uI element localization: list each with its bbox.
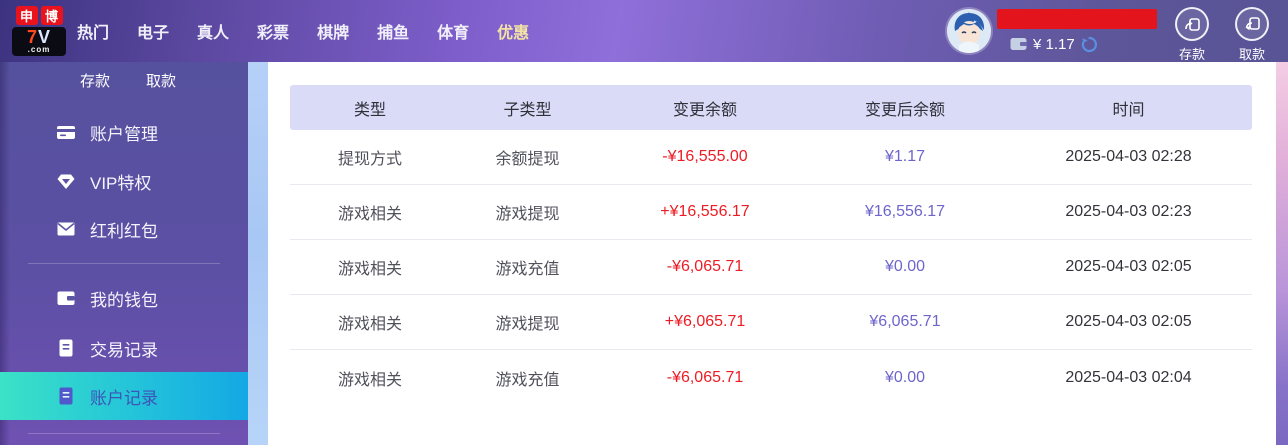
wallet-balance: ¥ 1.17 [1010,34,1098,54]
wallet-icon [1010,38,1027,50]
cell-after-balance: ¥1.17 [884,148,926,165]
refresh-icon[interactable] [1081,36,1098,53]
header-type: 类型 [353,101,386,119]
sidebar-item-label: VIP特权 [90,173,152,193]
cell-time: 2025-04-03 02:23 [1065,203,1192,220]
nav-live[interactable]: 真人 [197,25,230,42]
sidebar-item-label: 我的钱包 [90,290,158,310]
cell-change: +¥16,556.17 [660,203,750,220]
bank-card-icon [57,126,75,139]
cell-time: 2025-04-03 02:05 [1065,258,1192,275]
sidebar-item-label: 账户记录 [90,388,158,408]
sidebar-tab-deposit[interactable]: 存款 [80,73,111,90]
sidebar-item-bonus[interactable]: 红利红包 [0,205,248,253]
topbar: 申 博 7V .com 热门 电子 真人 彩票 棋牌 捕鱼 体育 优惠 [0,0,1288,62]
deposit-icon [1175,7,1209,41]
withdraw-label: 取款 [1238,47,1265,62]
main-nav: 热门 电子 真人 彩票 棋牌 捕鱼 体育 优惠 [77,0,529,62]
table-row: 游戏相关 游戏充值 -¥6,065.71 ¥0.00 2025-04-03 02… [290,240,1252,295]
nav-sports[interactable]: 体育 [437,25,470,42]
logo-tile-1: 申 [15,6,38,25]
nav-boardgames[interactable]: 棋牌 [317,25,350,42]
cell-subtype: 游戏充值 [495,261,560,278]
cell-time: 2025-04-03 02:28 [1065,148,1192,165]
logo-tile-2: 博 [40,6,63,25]
deposit-button[interactable]: 存款 [1170,7,1214,63]
account-records-table: 类型 子类型 变更余额 变更后余额 时间 提现方式 余额提现 -¥16,555.… [290,85,1252,405]
deposit-label: 存款 [1178,47,1205,62]
cell-change: +¥6,065.71 [664,313,746,330]
nav-fishing[interactable]: 捕鱼 [377,25,410,42]
header-subtype: 子类型 [503,101,552,119]
sidebar-divider [28,433,220,434]
cell-type: 游戏相关 [337,206,402,223]
sidebar-item-my-wallet[interactable]: 我的钱包 [0,274,248,322]
cell-subtype: 游戏充值 [495,371,560,389]
withdraw-icon [1235,7,1269,41]
cell-subtype: 游戏提现 [495,316,560,333]
cell-type: 游戏相关 [337,316,402,333]
nav-slots[interactable]: 电子 [137,25,170,42]
cell-after-balance: ¥16,556.17 [864,203,946,220]
cell-after-balance: ¥0.00 [884,258,926,275]
header-after-balance: 变更后余额 [864,101,945,119]
cell-type: 游戏相关 [337,261,402,278]
logo-main-text: 7V [26,27,52,47]
cell-subtype: 余额提现 [495,151,560,168]
cell-type: 游戏相关 [337,371,402,389]
table-row: 游戏相关 游戏充值 -¥6,065.71 ¥0.00 2025-04-03 02… [290,350,1252,405]
sidebar-tab-withdraw[interactable]: 取款 [146,73,177,90]
avatar-image [947,9,991,53]
sidebar-item-transaction-records[interactable]: 交易记录 [0,324,248,372]
table-row: 提现方式 余额提现 -¥16,555.00 ¥1.17 2025-04-03 0… [290,130,1252,185]
logo-domain: .com [27,45,51,54]
red-packet-icon [57,222,75,236]
site-logo[interactable]: 申 博 7V .com [12,6,66,56]
sidebar-item-label: 红利红包 [90,221,158,241]
document-icon [59,387,73,405]
sidebar-divider [28,263,220,264]
cell-type: 提现方式 [337,151,402,168]
cell-time: 2025-04-03 02:05 [1065,313,1192,330]
sidebar-item-label: 交易记录 [90,340,158,360]
sidebar-item-account-records[interactable]: 账户记录 [0,372,248,420]
table-header-row: 类型 子类型 变更余额 变更后余额 时间 [290,85,1252,130]
sidebar-item-account-manage[interactable]: 账户管理 [0,108,248,156]
cell-after-balance: ¥6,065.71 [869,313,941,330]
sidebar: 存款 取款 账户管理 VIP特权 红利红包 [0,62,248,445]
withdraw-button[interactable]: 取款 [1230,7,1274,63]
table-row: 游戏相关 游戏提现 +¥6,065.71 ¥6,065.71 2025-04-0… [290,295,1252,350]
nav-lottery[interactable]: 彩票 [257,25,290,42]
username-redaction [997,9,1157,29]
document-icon [59,339,73,357]
cell-after-balance: ¥0.00 [884,368,926,386]
right-edge-strip [1276,62,1288,445]
cell-time: 2025-04-03 02:04 [1065,368,1192,386]
header-change: 变更余额 [672,101,737,119]
cell-change: -¥16,555.00 [662,148,748,165]
sidebar-item-label: 账户管理 [90,124,158,144]
cell-subtype: 游戏提现 [495,206,560,223]
cell-change: -¥6,065.71 [666,368,744,386]
header-time: 时间 [1112,101,1145,119]
sidebar-content-gap [248,62,268,445]
table-row: 游戏相关 游戏提现 +¥16,556.17 ¥16,556.17 2025-04… [290,185,1252,240]
nav-promotions[interactable]: 优惠 [497,25,530,42]
vip-gem-icon [57,174,75,189]
sidebar-item-vip[interactable]: VIP特权 [0,157,248,205]
nav-hot[interactable]: 热门 [77,25,110,42]
user-avatar[interactable] [947,9,991,53]
balance-amount: ¥ 1.17 [1033,35,1075,53]
main-content: 类型 子类型 变更余额 变更后余额 时间 提现方式 余额提现 -¥16,555.… [268,62,1276,445]
wallet-icon [57,291,75,305]
cell-change: -¥6,065.71 [666,258,744,275]
